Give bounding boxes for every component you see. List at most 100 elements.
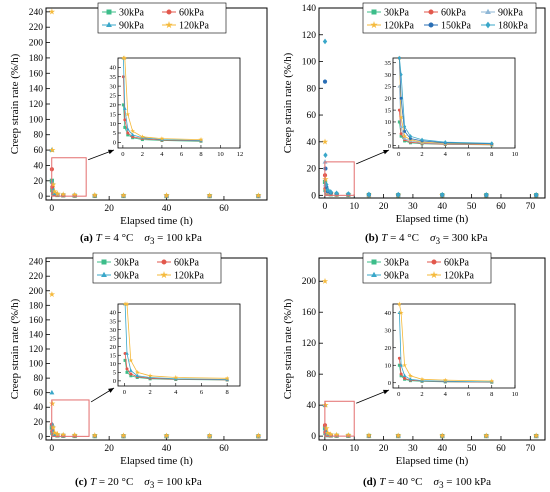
- inset-data-point: [124, 301, 130, 307]
- inset-x-tick-label: 0: [397, 151, 400, 158]
- inset-y-tick-label: 35: [110, 74, 117, 81]
- x-tick-label: 70: [526, 202, 536, 212]
- x-tick-label: 40: [162, 204, 172, 214]
- legend-label: 120kPa: [384, 21, 415, 32]
- data-point: [49, 389, 55, 395]
- y-tick-label: 60: [307, 111, 317, 121]
- series-90kPa: [49, 147, 261, 198]
- series-90kPa: [322, 402, 539, 438]
- zoom-box: [324, 161, 355, 196]
- data-point: [54, 190, 61, 197]
- legend-marker: [428, 9, 434, 15]
- inset-x-tick-label: 0: [121, 151, 124, 158]
- inset-data-point: [419, 376, 425, 382]
- panel-b: 0 10 20 30 40 50 60 70 0 20 40 60 80 100 120 140 Elapsed…: [275, 0, 550, 248]
- inset-frame: [117, 303, 241, 387]
- inset-data-point: [403, 376, 407, 380]
- inset-x-tick-label: 0: [397, 391, 400, 398]
- y-tick-label: 120: [302, 31, 317, 41]
- inset-data-point: [420, 137, 424, 142]
- x-tick-label: 40: [438, 202, 448, 212]
- data-point: [49, 400, 56, 407]
- inset-data-point: [129, 372, 133, 376]
- legend-label: 30kPa: [384, 258, 410, 269]
- inset-data-point: [123, 118, 127, 122]
- legend-label: 90kPa: [498, 8, 524, 19]
- inset-y-tick-label: 40: [385, 310, 392, 317]
- series-30kPa: [49, 178, 261, 199]
- data-point: [365, 432, 372, 439]
- x-tick-label: 20: [104, 204, 114, 214]
- y-tick-label: 180: [29, 301, 44, 311]
- y-tick-label: 100: [29, 360, 44, 370]
- inset-data-point: [135, 373, 140, 378]
- legend-box: [362, 2, 537, 34]
- inset-data-point: [159, 136, 165, 141]
- inset-x-tick-label: 2: [141, 151, 144, 158]
- data-point: [483, 432, 490, 439]
- inset-data-point: [125, 111, 131, 117]
- inset-data-point: [123, 106, 127, 110]
- inset-data-point: [399, 363, 403, 367]
- y-tick-label: 0: [311, 191, 316, 201]
- inset-y-tick-label: 20: [385, 345, 392, 352]
- inset-data-point: [397, 301, 402, 307]
- inset-data-point: [402, 133, 408, 139]
- inset-data-point: [134, 369, 140, 375]
- legend-label: 120kPa: [444, 271, 475, 282]
- inset-series-120kPa: [397, 301, 495, 384]
- inset-x-tick-label: 2: [420, 391, 423, 398]
- y-tick-label: 60: [34, 389, 44, 399]
- legend-label: 120kPa: [174, 271, 205, 282]
- y-tick-label: 80: [307, 84, 317, 94]
- legend-marker: [430, 271, 438, 279]
- chart-a: 0 20 40 60020406080100120140160180200220240…: [9, 2, 268, 227]
- inset-data-point: [126, 131, 130, 135]
- y-axis-label: Creep strain rate (%/h): [9, 53, 21, 154]
- inset-y-tick-label: 0: [388, 143, 391, 150]
- inset-series-180kPa: [397, 55, 494, 146]
- inset-y-tick-label: 40: [110, 65, 117, 72]
- data-point: [327, 431, 334, 438]
- series-120kPa: [48, 8, 262, 199]
- data-point: [321, 277, 329, 284]
- inset-y-tick-label: 40: [110, 310, 117, 317]
- x-tick-label: 50: [467, 202, 477, 212]
- data-point: [322, 401, 329, 408]
- data-point: [48, 8, 56, 15]
- zoom-box: [324, 400, 355, 437]
- x-tick-label: 40: [438, 444, 448, 454]
- inset-x-tick-label: 2: [420, 151, 423, 158]
- y-tick-label: 20: [307, 165, 317, 175]
- legend-label: 60kPa: [441, 8, 467, 19]
- panel-c: 0 20 40 60 0 20 40 60 80 100 120 140 160 180 200 220 240…: [0, 248, 275, 492]
- y-tick-label: 240: [29, 8, 44, 18]
- legend-box: [92, 252, 222, 284]
- data-point: [440, 191, 445, 198]
- series-30kPa: [322, 179, 539, 198]
- y-tick-label: 180: [29, 54, 44, 64]
- panel-d: 0 10 20 30 40 50 60 70 0 40 80 120 160 200 Elapsed tim…: [275, 248, 550, 492]
- inset-data-point: [402, 373, 407, 378]
- y-tick-label: 220: [29, 272, 44, 282]
- zoom-arrow-head: [383, 389, 389, 395]
- series-60kPa: [322, 173, 539, 198]
- series-60kPa: [49, 422, 261, 439]
- data-point: [396, 191, 401, 198]
- data-point: [163, 432, 170, 439]
- inset-data-point: [489, 378, 495, 384]
- inset-y-tick-label: 15: [110, 111, 117, 118]
- data-point: [325, 187, 330, 193]
- inset-y-tick-label: 30: [385, 327, 392, 334]
- y-tick-label: 240: [29, 258, 44, 268]
- x-tick-label: 60: [496, 444, 506, 454]
- y-tick-label: 140: [29, 330, 44, 340]
- inset-x-tick-label: 10: [512, 151, 519, 158]
- caption-a: (a) T = 4 °C σ3 = 100 kPa: [80, 232, 202, 247]
- data-point: [51, 429, 58, 436]
- chart-c: 0 20 40 60020406080100120140160180200220240…: [9, 252, 268, 467]
- inset-x-tick-label: 10: [217, 151, 224, 158]
- legend-marker: [161, 259, 167, 265]
- y-tick-label: 160: [29, 69, 44, 79]
